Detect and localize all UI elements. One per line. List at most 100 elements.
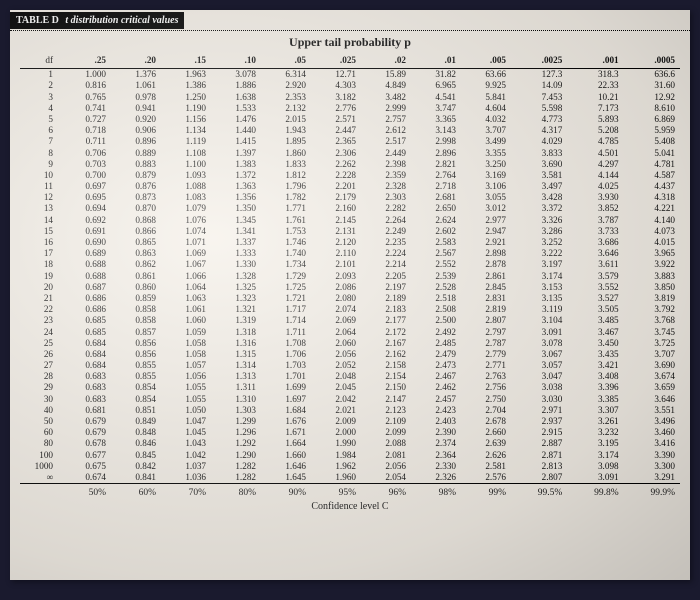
value-cell: 4.587 — [624, 169, 680, 180]
value-cell: 2.172 — [361, 326, 411, 337]
value-cell: 3.646 — [624, 393, 680, 404]
value-cell: 63.66 — [461, 68, 511, 80]
conf-cell: 80% — [211, 483, 261, 498]
prob-header: .20 — [111, 54, 161, 68]
value-cell: 4.303 — [311, 80, 361, 91]
value-cell: 2.052 — [311, 359, 361, 370]
value-cell: 5.598 — [511, 102, 567, 113]
value-cell: 0.848 — [111, 427, 161, 438]
value-cell: 4.221 — [624, 203, 680, 214]
value-cell: 1.984 — [311, 449, 361, 460]
table-row: 70.7110.8961.1191.4151.8952.3652.5172.99… — [20, 136, 680, 147]
value-cell: 3.182 — [311, 91, 361, 102]
value-cell: 2.150 — [361, 382, 411, 393]
df-cell: 26 — [20, 348, 61, 359]
df-cell: 20 — [20, 281, 61, 292]
table-body: 11.0001.3761.9633.0786.31412.7115.8931.8… — [20, 68, 680, 483]
value-cell: 1.671 — [261, 427, 311, 438]
df-cell: 19 — [20, 270, 61, 281]
value-cell: 3.435 — [567, 348, 623, 359]
value-cell: 8.610 — [624, 102, 680, 113]
value-cell: 0.841 — [111, 471, 161, 483]
conf-cell: 90% — [261, 483, 311, 498]
value-cell: 2.756 — [461, 382, 511, 393]
value-cell: 1.860 — [261, 147, 311, 158]
value-cell: 0.879 — [111, 169, 161, 180]
table-row: 250.6840.8561.0581.3161.7082.0602.1672.4… — [20, 337, 680, 348]
value-cell: 3.067 — [511, 348, 567, 359]
value-cell: 1.761 — [261, 214, 311, 225]
value-cell: 0.685 — [61, 326, 111, 337]
value-cell: 2.120 — [311, 236, 361, 247]
value-cell: 2.999 — [361, 102, 411, 113]
table-row: 150.6910.8661.0741.3411.7532.1312.2492.6… — [20, 225, 680, 236]
value-cell: 2.650 — [411, 203, 461, 214]
value-cell: 0.685 — [61, 315, 111, 326]
value-cell: 0.920 — [111, 113, 161, 124]
table-row: 400.6810.8511.0501.3031.6842.0212.1232.4… — [20, 404, 680, 415]
value-cell: 2.763 — [461, 371, 511, 382]
value-cell: 0.856 — [111, 348, 161, 359]
df-cell: 7 — [20, 136, 61, 147]
value-cell: 1.886 — [211, 80, 261, 91]
value-cell: 2.009 — [311, 415, 361, 426]
value-cell: 2.330 — [411, 460, 461, 471]
value-cell: 1.050 — [161, 404, 211, 415]
value-cell: 1.706 — [261, 348, 311, 359]
value-cell: 1.711 — [261, 326, 311, 337]
table-row: 20.8161.0611.3861.8862.9204.3034.8496.96… — [20, 80, 680, 91]
value-cell: 2.552 — [411, 259, 461, 270]
df-cell: 15 — [20, 225, 61, 236]
value-cell: 2.132 — [261, 102, 311, 113]
table-row: 220.6860.8581.0611.3211.7172.0742.1832.5… — [20, 304, 680, 315]
value-cell: 3.581 — [511, 169, 567, 180]
value-cell: 1.476 — [211, 113, 261, 124]
value-cell: 2.162 — [361, 348, 411, 359]
value-cell: 1.440 — [211, 125, 261, 136]
value-cell: 3.098 — [567, 460, 623, 471]
value-cell: 1.047 — [161, 415, 211, 426]
value-cell: 1.701 — [261, 371, 311, 382]
value-cell: 1.714 — [261, 315, 311, 326]
value-cell: 3.197 — [511, 259, 567, 270]
df-cell: 13 — [20, 203, 61, 214]
value-cell: 3.365 — [411, 113, 461, 124]
value-cell: 4.785 — [567, 136, 623, 147]
value-cell: 2.109 — [361, 415, 411, 426]
confidence-label: Confidence level C — [20, 498, 680, 515]
value-cell: 1.708 — [261, 337, 311, 348]
value-cell: 1.771 — [261, 203, 311, 214]
value-cell: 2.492 — [411, 326, 461, 337]
value-cell: 31.82 — [411, 68, 461, 80]
value-cell: 2.390 — [411, 427, 461, 438]
value-cell: 1.314 — [211, 359, 261, 370]
value-cell: 3.792 — [624, 304, 680, 315]
df-cell: 18 — [20, 259, 61, 270]
value-cell: 1.057 — [161, 359, 211, 370]
value-cell: 3.690 — [624, 359, 680, 370]
value-cell: 2.093 — [311, 270, 361, 281]
table-row: 100.7000.8791.0931.3721.8122.2282.3592.7… — [20, 169, 680, 180]
value-cell: 2.179 — [311, 192, 361, 203]
value-cell: 0.857 — [111, 326, 161, 337]
value-cell: 1.703 — [261, 359, 311, 370]
value-cell: 14.09 — [511, 80, 567, 91]
value-cell: 1.074 — [161, 225, 211, 236]
value-cell: 1.100 — [161, 158, 211, 169]
value-cell: 3.195 — [567, 438, 623, 449]
value-cell: 1.356 — [211, 192, 261, 203]
value-cell: 4.032 — [461, 113, 511, 124]
value-cell: 1.076 — [161, 214, 211, 225]
value-cell: 3.496 — [624, 415, 680, 426]
value-cell: 2.064 — [311, 326, 361, 337]
foot-blank — [20, 483, 61, 498]
df-cell: 17 — [20, 248, 61, 259]
prob-header: .10 — [211, 54, 261, 68]
value-cell: 2.123 — [361, 404, 411, 415]
value-cell: 0.906 — [111, 125, 161, 136]
value-cell: 2.021 — [311, 404, 361, 415]
value-cell: 12.71 — [311, 68, 361, 80]
value-cell: 1.299 — [211, 415, 261, 426]
value-cell: 2.262 — [311, 158, 361, 169]
value-cell: 1.895 — [261, 136, 311, 147]
